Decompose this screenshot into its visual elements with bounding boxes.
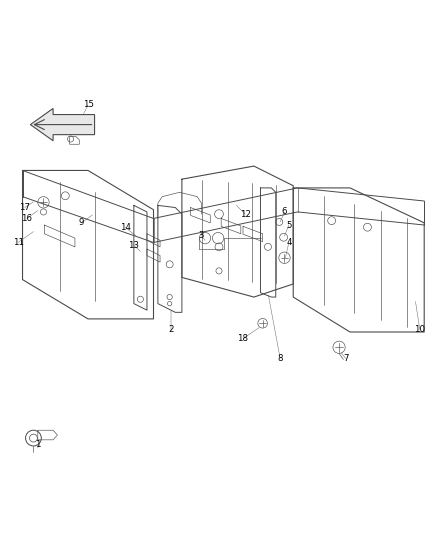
- Text: 12: 12: [240, 209, 251, 219]
- Text: 9: 9: [79, 219, 84, 228]
- Text: 13: 13: [128, 241, 139, 250]
- Text: 11: 11: [13, 238, 24, 247]
- Text: 5: 5: [286, 221, 292, 230]
- Text: 1: 1: [35, 440, 41, 449]
- Text: 17: 17: [19, 203, 30, 212]
- Text: 7: 7: [343, 354, 348, 362]
- Text: 6: 6: [282, 207, 287, 216]
- Text: 18: 18: [237, 334, 248, 343]
- Text: 3: 3: [199, 231, 204, 240]
- Text: 10: 10: [414, 325, 425, 334]
- Polygon shape: [30, 108, 95, 141]
- Text: 8: 8: [277, 354, 283, 362]
- Text: 4: 4: [286, 238, 292, 247]
- Text: 16: 16: [21, 214, 32, 223]
- Text: 15: 15: [82, 100, 94, 109]
- Text: 2: 2: [168, 325, 174, 334]
- Text: 14: 14: [120, 223, 131, 232]
